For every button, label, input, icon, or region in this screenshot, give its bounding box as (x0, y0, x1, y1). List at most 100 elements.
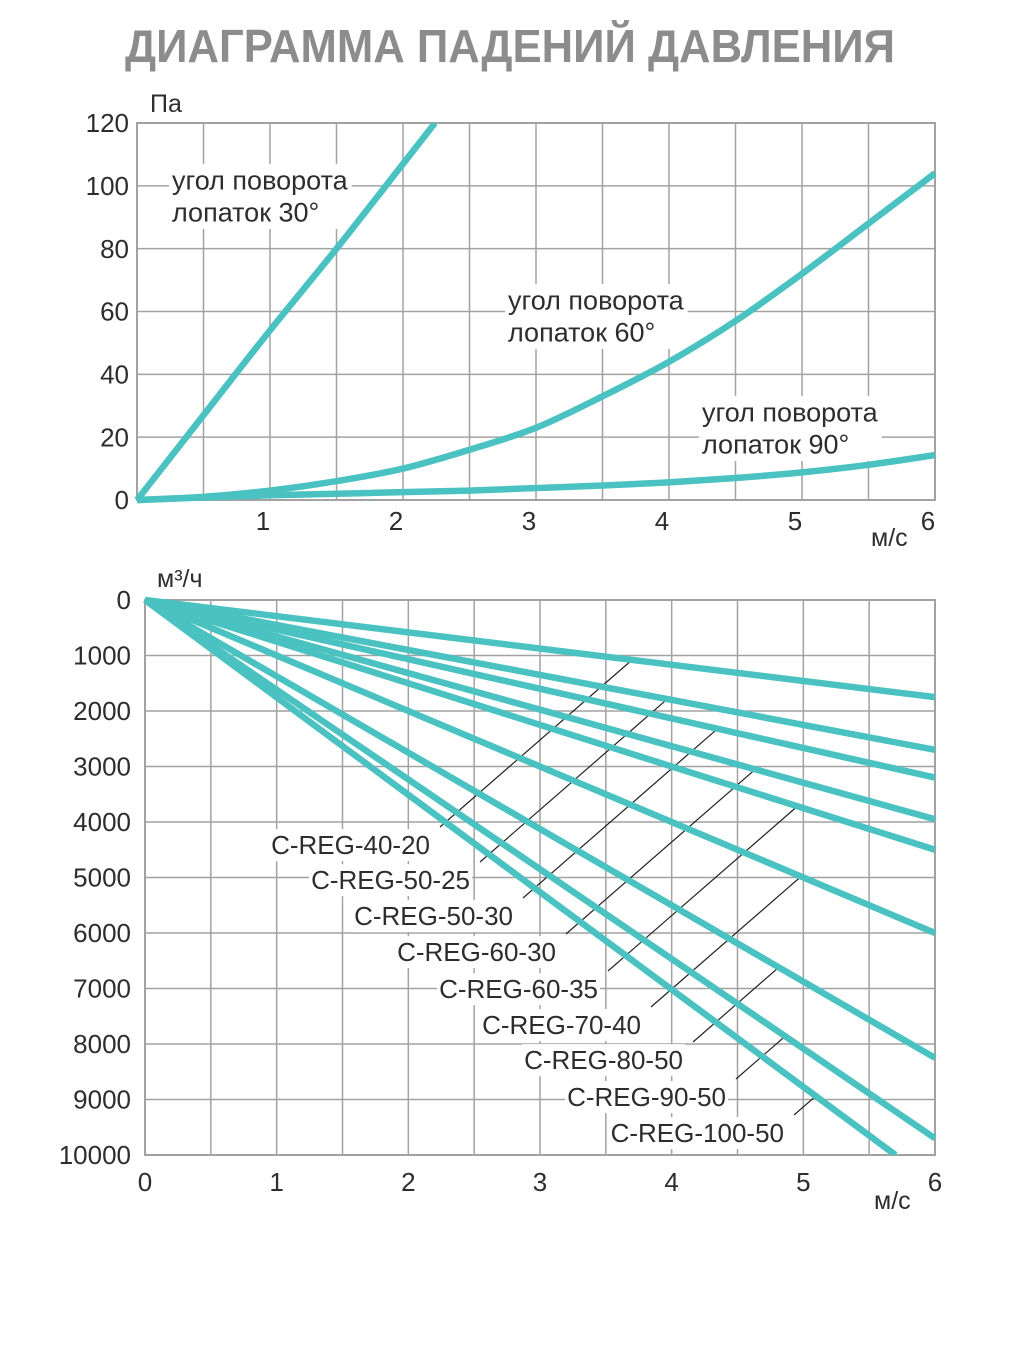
curve-label-line: угол поворота (702, 397, 879, 427)
y-axis-unit: м³/ч (157, 565, 202, 593)
series (143, 596, 936, 1155)
x-tick-label: 3 (533, 1167, 547, 1197)
curve-label-text: угол поворота лопаток 60° (508, 285, 685, 347)
curve-label: угол поворота лопаток 30° (169, 163, 352, 229)
y-tick-label: 80 (100, 234, 129, 264)
flow-line-c-reg-40-20 (144, 596, 936, 701)
series-label: C-REG-90-50 (565, 1081, 728, 1114)
curve-label-text: угол поворота лопаток 30° (172, 165, 349, 227)
series-label-text: C-REG-80-50 (524, 1045, 683, 1075)
curve-label-text: угол поворота лопаток 90° (702, 397, 879, 459)
y-tick-label: 60 (100, 297, 129, 327)
series-label-text: C-REG-100-50 (611, 1118, 784, 1148)
series-label: C-REG-50-25 (309, 864, 472, 897)
series (134, 123, 936, 504)
series-label-text: C-REG-60-30 (397, 937, 556, 967)
pressure-curve-2 (136, 170, 936, 504)
airflow-chart: 0100020003000400050006000700080009000100… (59, 565, 943, 1215)
x-tick-label: 3 (522, 506, 536, 536)
x-tick-label: 6 (928, 1167, 942, 1197)
series-label: C-REG-80-50 (522, 1044, 685, 1077)
leader-line (650, 876, 802, 1008)
label-background (269, 829, 432, 862)
flow-line-c-reg-80-50 (143, 597, 936, 1061)
chart-title: ДИАГРАММА ПАДЕНИЙ ДАВЛЕНИЯ (125, 20, 895, 72)
y-tick-label: 4000 (73, 807, 131, 837)
series-label-text: C-REG-50-25 (311, 865, 470, 895)
series-label-text: C-REG-70-40 (482, 1010, 641, 1040)
y-tick-label: 9000 (73, 1085, 131, 1115)
series-labels: C-REG-40-20 C-REG-50-25 C-REG-50-30 C-REG-6… (269, 829, 786, 1150)
curve-label-line: угол поворота (172, 165, 349, 195)
label-background (395, 936, 558, 969)
series-label: C-REG-40-20 (269, 829, 432, 862)
label-background (480, 1009, 643, 1042)
curve-label-line: лопаток 90° (702, 429, 849, 459)
x-axis-ticks: 0 1 2 3 4 5 6 (138, 1167, 942, 1197)
x-tick-label: 2 (389, 506, 403, 536)
leader-line (607, 805, 798, 972)
series-label: C-REG-60-30 (395, 936, 558, 969)
plot-frame (136, 122, 936, 501)
label-background (565, 1081, 728, 1114)
y-tick-label: 3000 (73, 752, 131, 782)
plot-frame (144, 599, 936, 1156)
series-label: C-REG-60-35 (437, 973, 600, 1006)
series-label: C-REG-50-30 (352, 900, 515, 933)
y-tick-label: 20 (100, 422, 129, 452)
leader-line (522, 728, 718, 899)
label-background (699, 395, 882, 461)
flow-line-c-reg-90-50 (143, 597, 936, 1142)
curve-label: угол поворота лопаток 90° (699, 395, 882, 461)
flow-line-c-reg-60-30 (144, 596, 936, 823)
y-tick-label: 100 (86, 171, 129, 201)
y-tick-label: 8000 (73, 1029, 131, 1059)
series-label: C-REG-100-50 (608, 1117, 786, 1150)
label-background (608, 1117, 786, 1150)
y-tick-label: 2000 (73, 696, 131, 726)
label-background (309, 864, 472, 897)
series-label-text: C-REG-40-20 (271, 830, 430, 860)
series-label-text: C-REG-90-50 (567, 1082, 726, 1112)
leader-line (793, 1095, 817, 1116)
y-tick-label: 120 (86, 108, 129, 138)
x-axis-unit: м/с (871, 524, 908, 552)
series-label: C-REG-70-40 (480, 1009, 643, 1042)
y-tick-label: 40 (100, 359, 129, 389)
x-axis-ticks: 1 2 3 4 5 6 (256, 506, 935, 536)
x-tick-label: 6 (921, 506, 935, 536)
x-tick-label: 5 (788, 506, 802, 536)
curve-label-line: лопаток 30° (172, 197, 319, 227)
label-background (169, 163, 352, 229)
y-tick-label: 5000 (73, 863, 131, 893)
label-background (505, 283, 688, 349)
flow-line-c-reg-70-40 (143, 597, 936, 936)
y-tick-label: 10000 (59, 1140, 131, 1170)
curve-label-line: угол поворота (508, 285, 685, 315)
y-tick-label: 0 (115, 485, 129, 515)
label-background (437, 973, 600, 1006)
x-axis-unit: м/с (874, 1187, 911, 1215)
label-background (352, 900, 515, 933)
x-tick-label: 1 (256, 506, 270, 536)
pressure-curve-3 (136, 451, 936, 504)
y-tick-label: 7000 (73, 974, 131, 1004)
pressure-curve-1 (134, 123, 438, 503)
y-tick-label: 1000 (73, 641, 131, 671)
x-tick-label: 5 (796, 1167, 810, 1197)
series-label-text: C-REG-60-35 (439, 974, 598, 1004)
x-tick-label: 0 (138, 1167, 152, 1197)
leader-lines (439, 659, 817, 1116)
y-tick-label: 0 (117, 585, 131, 615)
series-labels: угол поворота лопаток 30°угол поворота лоп… (169, 163, 882, 461)
flow-line-c-reg-50-25 (144, 596, 936, 754)
flow-line-c-reg-100-50 (143, 597, 898, 1155)
y-axis-ticks: 0 20 40 60 80 100 120 (86, 108, 129, 515)
curve-label: угол поворота лопаток 60° (505, 283, 688, 349)
flow-line-c-reg-60-35 (144, 596, 936, 853)
label-background (522, 1044, 685, 1077)
curve-label-line: лопаток 60° (508, 317, 655, 347)
